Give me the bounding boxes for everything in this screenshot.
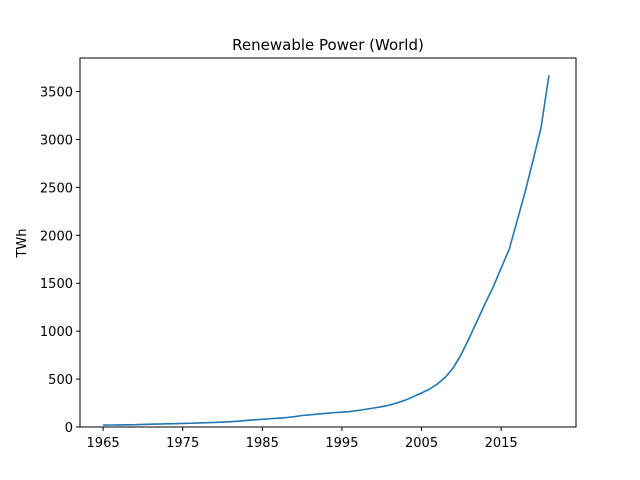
y-tick-label: 500: [48, 373, 73, 388]
chart-title: Renewable Power (World): [232, 36, 424, 54]
x-tick-label: 1985: [246, 436, 279, 451]
y-tick-label: 1500: [40, 277, 73, 292]
y-tick-label: 2000: [40, 229, 73, 244]
x-tick-label: 2015: [485, 436, 518, 451]
y-tick-label: 1000: [40, 325, 73, 340]
y-tick-label: 2500: [40, 181, 73, 196]
x-tick-label: 1995: [325, 436, 358, 451]
y-axis-label: TWh: [15, 228, 30, 258]
x-axis-ticks: 1965 1975 1985 1995 2005 2015: [87, 427, 518, 451]
plot-frame: [79, 57, 577, 428]
y-tick-label: 3500: [40, 86, 73, 101]
y-axis-ticks: 0 500 1000 1500 2000 2500 3000 3500: [40, 86, 80, 436]
x-tick-label: 1975: [166, 436, 199, 451]
y-tick-label: 3000: [40, 133, 73, 148]
x-tick-label: 2005: [405, 436, 438, 451]
y-tick-label: 0: [65, 421, 73, 436]
series-line: [103, 75, 550, 426]
x-tick-label: 1965: [87, 436, 120, 451]
